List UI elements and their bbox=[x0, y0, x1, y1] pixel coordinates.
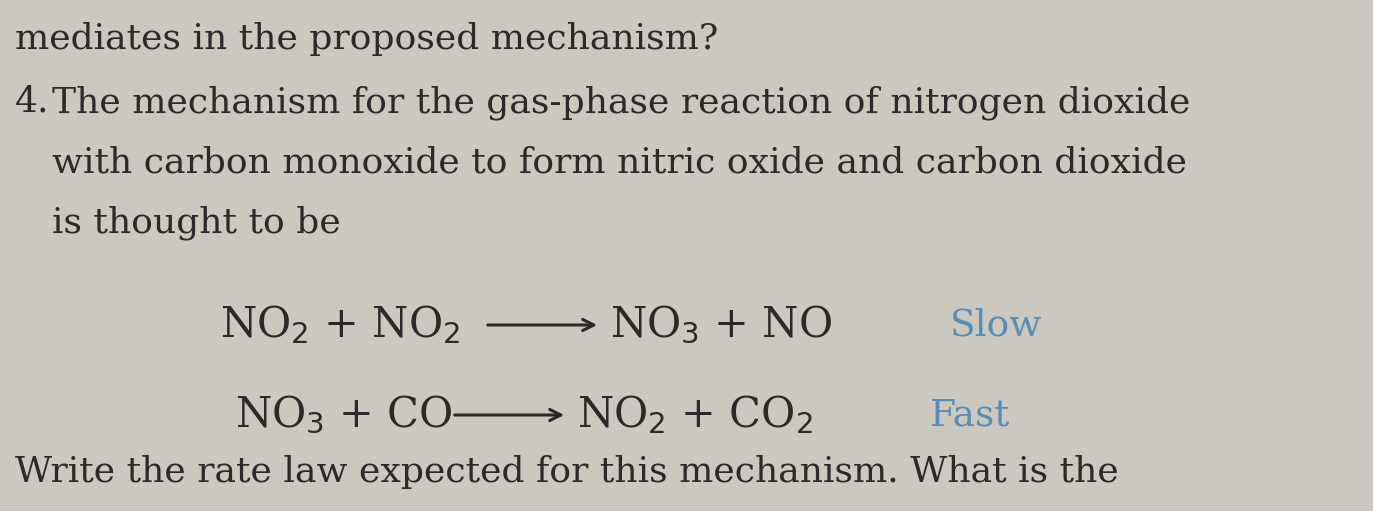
Text: Slow: Slow bbox=[950, 307, 1042, 343]
Text: The mechanism for the gas-phase reaction of nitrogen dioxide: The mechanism for the gas-phase reaction… bbox=[52, 85, 1190, 120]
Text: Write the rate law expected for this mechanism. What is the: Write the rate law expected for this mec… bbox=[15, 455, 1119, 489]
Text: mediates in the proposed mechanism?: mediates in the proposed mechanism? bbox=[15, 22, 718, 56]
Text: NO$_3$ + CO: NO$_3$ + CO bbox=[235, 394, 453, 436]
Text: with carbon monoxide to form nitric oxide and carbon dioxide: with carbon monoxide to form nitric oxid… bbox=[52, 145, 1188, 179]
Text: NO$_2$ + NO$_2$: NO$_2$ + NO$_2$ bbox=[220, 304, 460, 346]
Text: 4.: 4. bbox=[15, 85, 49, 119]
Text: is thought to be: is thought to be bbox=[52, 205, 341, 240]
Text: NO$_2$ + CO$_2$: NO$_2$ + CO$_2$ bbox=[577, 393, 813, 436]
Text: NO$_3$ + NO: NO$_3$ + NO bbox=[610, 304, 832, 346]
Text: Fast: Fast bbox=[930, 397, 1011, 433]
